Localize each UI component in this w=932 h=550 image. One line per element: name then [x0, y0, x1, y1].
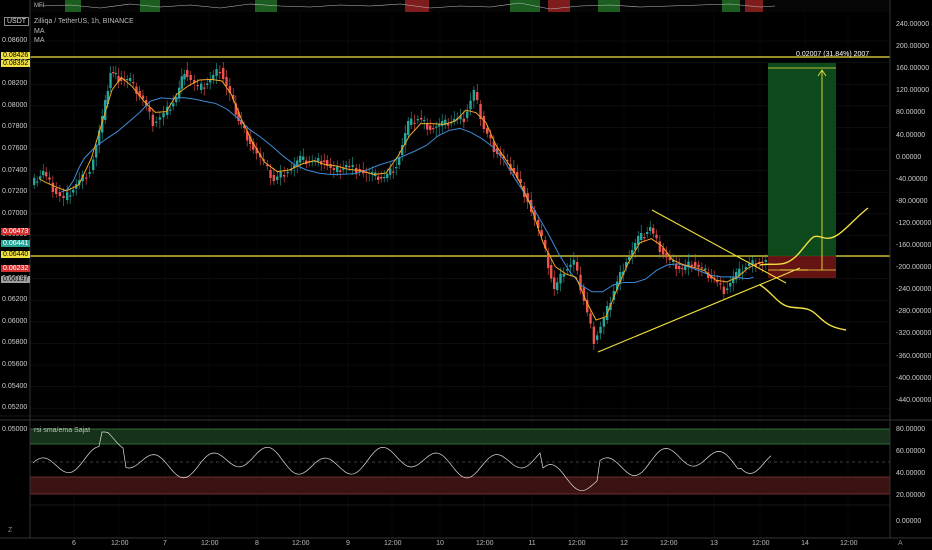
price-badge: 0.06441	[1, 240, 31, 247]
measure-label: 0.02007 (31.84%) 2007	[796, 51, 870, 58]
time-axis-tick: 12:00	[752, 540, 770, 547]
rsi-label: rsi sma/ema Sajat	[34, 427, 91, 434]
rsi-axis-tick: 80.00000	[896, 426, 926, 433]
right-axis-tick: -240.00000	[896, 286, 932, 294]
time-axis-tick: 12:00	[292, 540, 310, 547]
right-axis-tick: 240.00000	[896, 21, 930, 28]
time-axis-tick: 6	[72, 540, 76, 547]
right-axis-tick: 120.00000	[896, 87, 930, 95]
price-badge: 0.08426	[1, 52, 31, 59]
time-axis-tick: 12:00	[660, 540, 678, 547]
right-axis-tick: -160.00000	[896, 242, 932, 249]
time-axis-tick: 14	[801, 540, 809, 547]
bottom-left-label: Z	[8, 527, 13, 534]
left-axis-tick: 0.06000	[2, 317, 28, 325]
target-zone[interactable]	[768, 63, 836, 256]
time-axis-tick: 12:00	[111, 540, 129, 547]
time-axis-tick: 12	[620, 540, 628, 547]
rsi-pane	[0, 419, 932, 506]
time-axis-tick: 12:00	[384, 540, 402, 547]
right-axis-tick: -40.00000	[896, 175, 928, 183]
time-axis-tick: 9	[346, 540, 350, 547]
bearish-projection[interactable]	[759, 284, 847, 331]
rsi-axis-tick: 40.00000	[896, 470, 926, 477]
stop-zone[interactable]	[768, 256, 836, 278]
price-badge: 0.06440	[1, 251, 31, 258]
rsi-axis-tick: 0.00000	[896, 518, 922, 525]
left-axis-tick: 0.07200	[2, 188, 28, 196]
left-axis-tick: 0.05200	[2, 404, 28, 412]
time-axis-tick: 13	[710, 540, 718, 547]
bottom-right-label: A	[898, 540, 903, 547]
time-axis-tick: 7	[163, 540, 167, 547]
time-axis-tick: 11	[528, 540, 536, 547]
right-axis-tick: -120.00000	[896, 219, 932, 227]
left-axis-tick: 0.07600	[2, 145, 28, 152]
time-axis-tick: 8	[255, 540, 259, 547]
price-grid	[30, 12, 890, 538]
right-axis-tick: -440.00000	[896, 396, 932, 404]
left-axis-tick: 0.07800	[2, 123, 28, 131]
left-axis-tick: 0.08200	[2, 80, 28, 88]
left-axis-tick: 0.07400	[2, 166, 28, 174]
price-badge: 0.06232	[1, 265, 31, 272]
time-axis-tick: 12:00	[476, 540, 494, 547]
right-axis-tick: 160.00000	[896, 65, 930, 73]
price-badge: 0.08352	[1, 60, 31, 67]
left-axis-tick: 0.05000	[2, 425, 28, 433]
chart-title: Zilliqa / TetherUS, 1h, BINANCE	[34, 18, 134, 25]
left-axis-tick: 0.05600	[2, 361, 28, 368]
right-axis-tick: 0.00000	[896, 153, 922, 161]
left-axis-tick: 0.06200	[2, 296, 28, 304]
time-axis-tick: 12:00	[568, 540, 586, 547]
left-axis-tick: 0.08600	[2, 37, 28, 44]
fast-moving-average	[38, 76, 764, 321]
slow-moving-average	[61, 97, 754, 293]
left-axis-tick: 0.05400	[2, 382, 28, 390]
price-badge: 0.06197	[1, 276, 31, 283]
right-axis-tick: 200.00000	[896, 43, 930, 51]
mfi-pane	[30, 0, 890, 12]
bullish-projection[interactable]	[759, 207, 869, 266]
time-axis-tick: 10	[436, 540, 444, 547]
right-axis-tick: -400.00000	[896, 374, 932, 382]
left-axis-tick: 0.08000	[2, 101, 28, 109]
ma-legend-2[interactable]: MA	[34, 37, 45, 44]
rsi-axis-tick: 20.00000	[896, 492, 926, 499]
ma-legend-1[interactable]: MA	[34, 28, 45, 35]
right-axis-tick: -280.00000	[896, 308, 932, 316]
rsi-axis-tick: 60.00000	[896, 448, 926, 455]
right-axis-tick: -80.00000	[896, 197, 928, 205]
right-axis-tick: 80.00000	[896, 109, 926, 117]
right-axis-tick: -200.00000	[896, 264, 932, 272]
triangle-pattern[interactable]	[597, 209, 801, 353]
time-axis-tick: 12:00	[840, 540, 858, 547]
right-axis-tick: -360.00000	[896, 352, 932, 360]
price-badge: 0.06473	[1, 228, 31, 235]
left-axis-tick: 0.05800	[2, 339, 28, 347]
mfi-label: MFI	[34, 3, 45, 9]
left-axis-tick: 0.07000	[2, 209, 28, 217]
right-axis-tick: 40.00000	[896, 131, 926, 139]
time-axis-tick: 12:00	[201, 540, 219, 547]
symbol-badge[interactable]: USDT	[4, 17, 30, 26]
right-axis-tick: -320.00000	[896, 330, 932, 338]
